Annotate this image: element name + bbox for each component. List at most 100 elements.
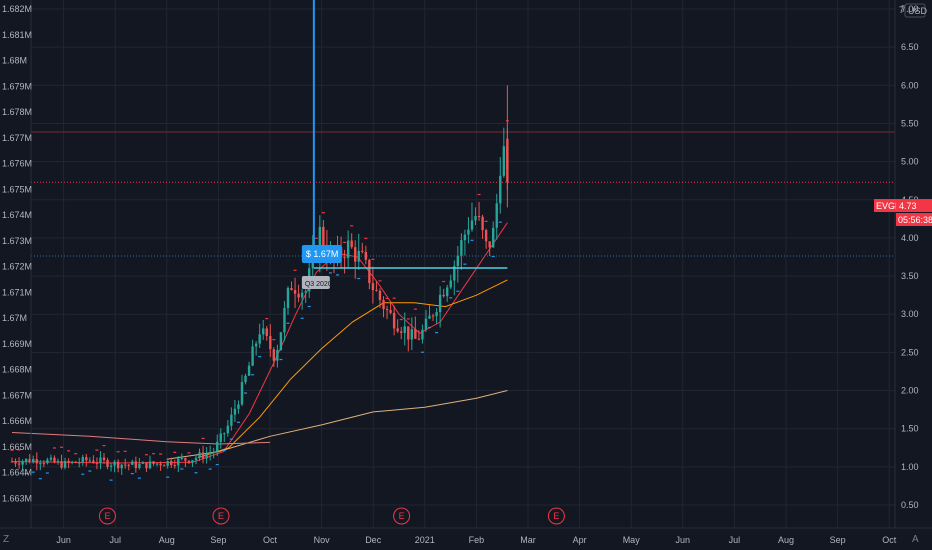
candle-body [272,349,276,361]
left-axis-tick: 1.665M [2,442,32,452]
volume-marker [67,450,71,452]
left-axis[interactable]: 1.682M 1.681M 1.68M 1.679M 1.678M 1.677M 1.676… [2,4,32,503]
left-axis-tick: 1.67M [2,313,27,323]
callout-period-label: Q3 2020 [305,281,332,288]
left-axis-tick: 1.672M [2,262,32,272]
candle-body [477,215,481,217]
volume-marker [364,237,368,239]
left-axis-tick: 1.68M [2,56,27,66]
candle-body [389,310,392,313]
volume-marker [159,453,163,455]
volume-marker [244,392,248,394]
candle-body [375,289,378,291]
candle-body [481,216,484,231]
left-axis-tick: 1.669M [2,339,32,349]
volume-marker [428,326,432,329]
volume-marker [74,453,78,455]
volume-marker [336,274,340,276]
candle-body [120,464,123,469]
countdown-label: 05:56:38 [898,215,932,225]
candle-body [201,452,205,459]
time-axis[interactable]: Jun Jul Aug Sep Oct Nov Dec 2021 Feb Mar Apr May Jun… [56,535,896,545]
candle-body [155,463,159,465]
candle-body [102,457,106,460]
candle-body [32,459,35,463]
right-axis-tick: 4.00 [901,233,919,243]
volume-marker [293,269,297,271]
candle-body [49,457,53,460]
candle-body [180,458,184,460]
volume-marker [357,277,361,280]
time-axis-label: Oct [263,535,278,545]
volume-marker [137,477,141,479]
left-axis-tick: 1.678M [2,107,32,117]
candle-body [247,365,251,376]
volume-marker [31,471,35,473]
volume-marker [470,239,474,241]
left-axis-tick: 1.663M [2,493,32,503]
volume-marker [201,437,205,439]
candle-body [219,433,222,442]
candle-body [17,463,21,465]
volume-marker [406,318,410,320]
volume-marker [385,297,389,299]
time-axis-label: Dec [365,535,382,545]
right-axis-tick: 1.00 [901,462,919,472]
candle-body [170,461,173,466]
earnings-event-icon [547,507,565,525]
last-price-label: 4.73 [899,201,917,211]
candle-body [506,138,509,183]
currency-box[interactable] [904,3,926,18]
volume-marker [180,468,184,470]
volume-marker [392,297,396,299]
candle-body [67,461,70,463]
time-axis-label: Aug [159,535,175,545]
time-axis-label: Sep [830,535,846,545]
earnings-event-label: E [399,511,405,521]
time-axis-label: 2021 [415,535,435,545]
time-axis-label: Jun [676,535,691,545]
candle-body [152,461,155,464]
candle-body [492,227,495,248]
volume-marker [300,317,304,319]
left-axis-tick: 1.682M [2,4,32,14]
candle-body [53,457,56,463]
volume-marker [413,308,417,310]
auto-scale-icon[interactable]: A [912,534,919,545]
right-axis-tick: 0.50 [901,500,919,510]
currency-label: USD [908,6,928,16]
time-axis-label: May [623,535,641,545]
volume-marker [166,476,170,478]
volume-marker [498,221,502,223]
candle-body [162,465,166,467]
candle-body [166,461,169,466]
volume-marker [442,280,446,283]
time-axis-label: Apr [573,535,587,545]
candle-body [60,461,63,468]
candle-body [74,461,77,463]
candle-body [354,247,357,262]
moving-average-line [11,432,271,445]
candle-body [81,457,84,463]
candle-body [293,290,297,294]
candle-body [283,308,286,333]
volume-marker [222,449,226,452]
right-axis-tick: 1.50 [901,424,919,434]
candle-body [148,461,152,469]
volume-marker [130,473,134,475]
candle-body [95,462,99,464]
right-axis-top-label: 7 [899,5,904,15]
candle-body [251,346,254,366]
volume-marker [81,473,85,475]
right-axis-tick: 2.00 [901,386,919,396]
timezone-icon[interactable]: Z [3,534,9,545]
volume-marker [399,318,403,321]
left-axis-tick: 1.674M [2,210,32,220]
volume-marker [187,452,191,454]
candle-body [205,453,208,459]
callout-period-box [301,276,330,289]
volume-marker [52,447,56,449]
volume-marker [321,212,325,214]
